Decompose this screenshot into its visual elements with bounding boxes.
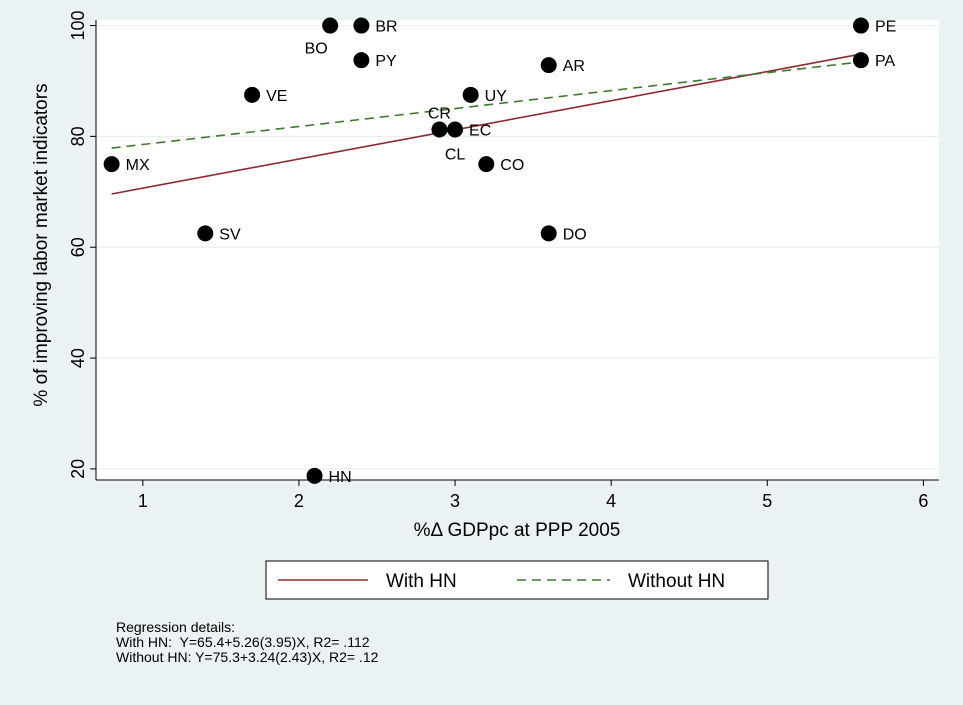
y-tick-label: 80 [68, 126, 88, 146]
point-label-ec: EC [469, 122, 491, 139]
regression-notes: Regression details: With HN: Y=65.4+5.26… [116, 620, 378, 665]
y-tick-label: 60 [68, 237, 88, 257]
grid-lines [96, 24, 939, 470]
point-label-ve: VE [266, 88, 287, 105]
data-point-br [353, 17, 370, 34]
x-tick-label: 3 [450, 491, 460, 511]
point-label-sv: SV [219, 226, 241, 243]
point-label-ar: AR [563, 58, 585, 75]
legend-label-without-hn: Without HN [628, 571, 725, 592]
point-label-cl: CL [445, 146, 466, 163]
regression-line-without-hn [111, 61, 862, 149]
y-tick-label: 20 [68, 459, 88, 479]
data-point-cr [431, 121, 448, 138]
point-label-py: PY [375, 53, 397, 70]
data-point-py [353, 52, 370, 69]
notes-heading: Regression details: [116, 619, 236, 635]
data-point-uy [462, 86, 479, 103]
data-point-sv [197, 225, 214, 242]
data-point-do [540, 225, 557, 242]
x-tick-label: 4 [606, 491, 616, 511]
point-label-br: BR [375, 19, 397, 36]
point-label-mx: MX [126, 157, 150, 174]
x-tick-label: 2 [294, 491, 304, 511]
axis-ticks: 20 40 60 80 100 1 2 3 4 5 6 [68, 11, 928, 511]
legend: With HN Without HN [265, 560, 769, 600]
y-tick-label: 100 [68, 11, 88, 41]
point-label-bo: BO [305, 41, 328, 58]
point-label-do: DO [563, 226, 587, 243]
data-point-hn [306, 467, 323, 484]
regression-line-with-hn [111, 53, 862, 195]
data-point-pa [852, 52, 869, 69]
data-point-ec [447, 121, 464, 138]
x-tick-label: 5 [762, 491, 772, 511]
data-point-bo [322, 17, 339, 34]
x-tick-label: 6 [918, 491, 928, 511]
data-point-co [478, 156, 495, 173]
point-label-pa: PA [875, 53, 895, 70]
point-label-pe: PE [875, 19, 896, 36]
point-label-cr: CR [428, 105, 451, 122]
point-label-hn: HN [329, 469, 352, 486]
plot-area [96, 20, 939, 480]
notes-without-hn: Without HN: Y=75.3+3.24(2.43)X, R2= .12 [116, 649, 379, 665]
y-tick-label: 40 [68, 348, 88, 368]
data-point-ve [244, 86, 261, 103]
x-axis-title: %Δ GDPpc at PPP 2005 [414, 520, 621, 541]
data-point-pe [852, 17, 869, 34]
axes [95, 20, 939, 481]
data-point-mx [103, 156, 120, 173]
regression-lines [111, 53, 862, 195]
y-axis-title: % of improving labor market indicators [31, 83, 52, 406]
notes-with-hn: With HN: Y=65.4+5.26(3.95)X, R2= .112 [116, 634, 370, 650]
legend-label-with-hn: With HN [386, 571, 457, 592]
point-label-co: CO [500, 157, 524, 174]
x-tick-label: 1 [138, 491, 148, 511]
point-label-uy: UY [485, 88, 508, 105]
data-point-ar [540, 57, 557, 74]
